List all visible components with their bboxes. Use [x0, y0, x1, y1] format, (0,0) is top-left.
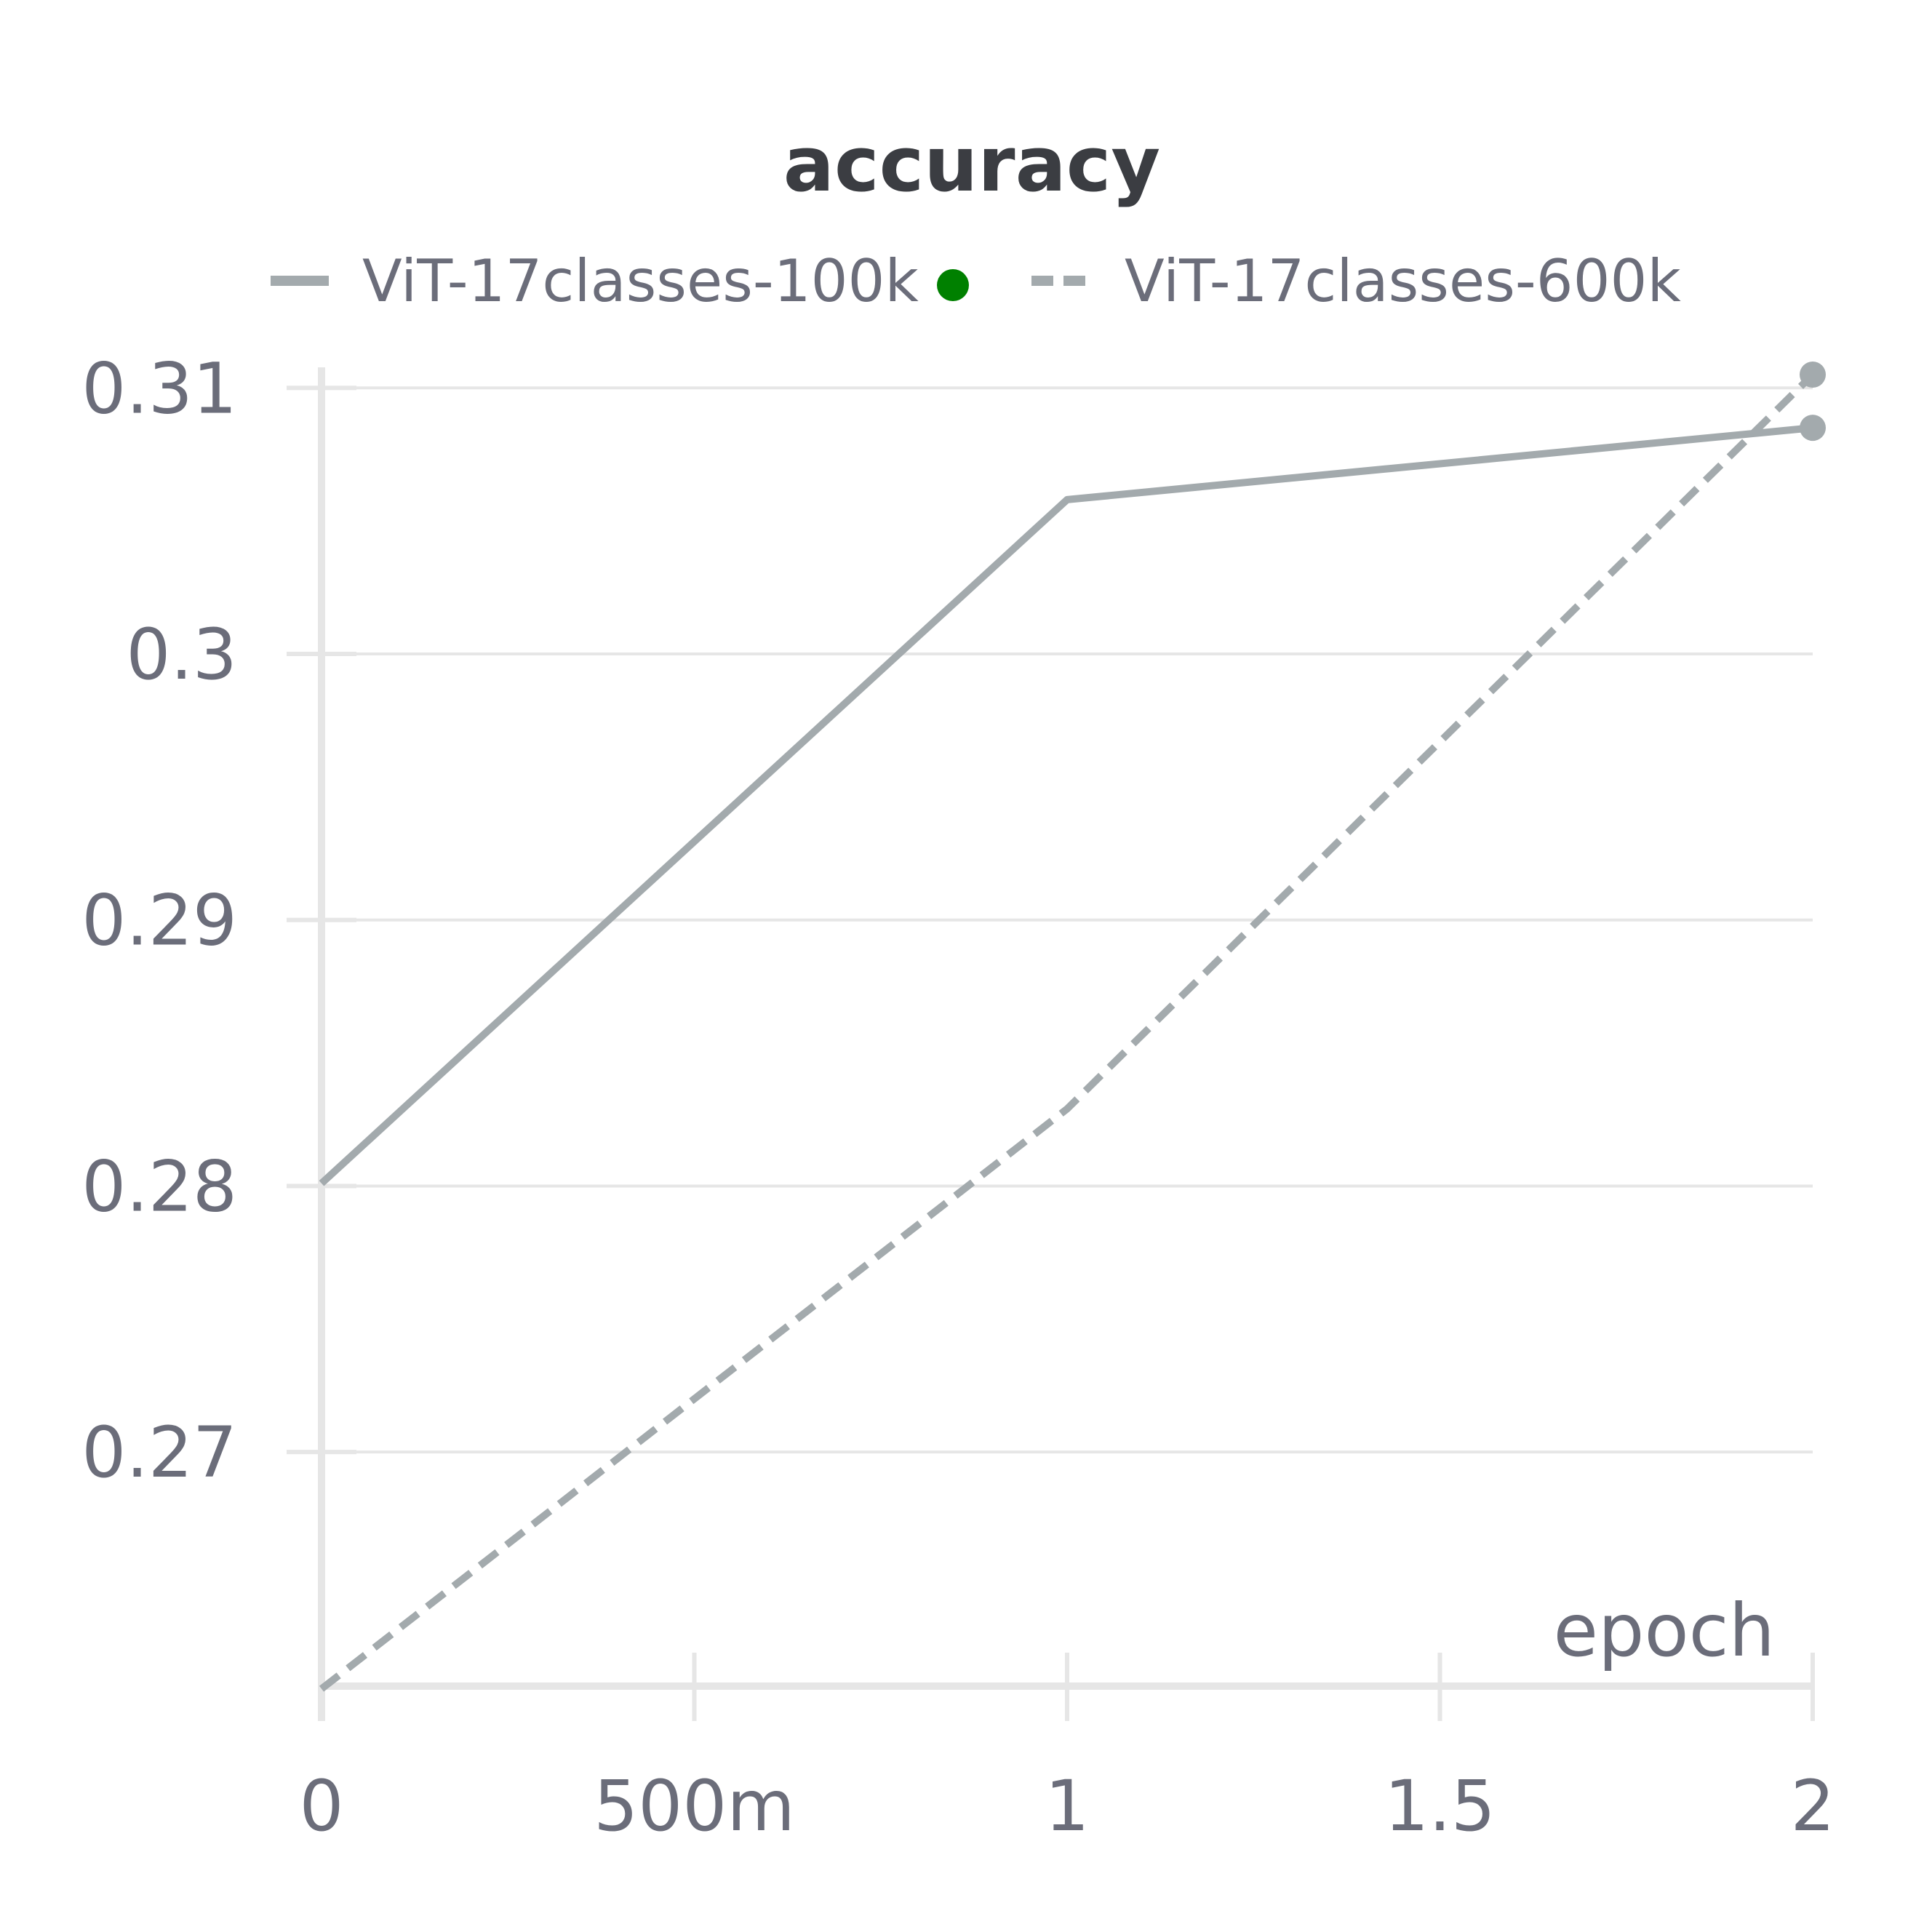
legend-label-100k: ViT-17classes-100k [362, 247, 919, 315]
x-axis-label: epoch [1553, 1588, 1775, 1673]
series-endpoint-1 [1800, 362, 1826, 388]
chart-title: accuracy [783, 120, 1160, 209]
x-tick-label-3: 1.5 [1384, 1765, 1496, 1847]
legend-active-dot-icon [937, 269, 969, 301]
legend: ViT-17classes-100k ViT-17classes-600k [271, 247, 1681, 315]
y-tick-label-4: 0.31 [81, 348, 237, 429]
x-tick-labels: 0 500m 1 1.5 2 [299, 1765, 1835, 1847]
y-tick-labels: 0.27 0.28 0.29 0.3 0.31 [81, 348, 237, 1493]
grid-lines [322, 386, 1813, 1454]
legend-item-600k[interactable]: ViT-17classes-600k [1031, 247, 1681, 315]
plot-series [319, 362, 1826, 1692]
x-tick-label-2: 1 [1045, 1765, 1089, 1847]
series-line-0 [319, 424, 1813, 1186]
y-tick-label-1: 0.28 [81, 1146, 237, 1227]
y-tick-label-2: 0.29 [81, 880, 237, 962]
series-line-1 [319, 372, 1816, 1692]
legend-label-600k: ViT-17classes-600k [1125, 247, 1681, 315]
axes [287, 367, 1815, 1721]
x-tick-label-1: 500m [594, 1765, 795, 1847]
y-tick-label-0: 0.27 [81, 1412, 237, 1493]
series-endpoint-0 [1800, 415, 1826, 442]
x-tick-label-0: 0 [299, 1765, 343, 1847]
y-tick-label-3: 0.3 [126, 614, 237, 695]
x-tick-label-4: 2 [1790, 1765, 1835, 1847]
legend-item-100k[interactable]: ViT-17classes-100k [271, 247, 969, 315]
